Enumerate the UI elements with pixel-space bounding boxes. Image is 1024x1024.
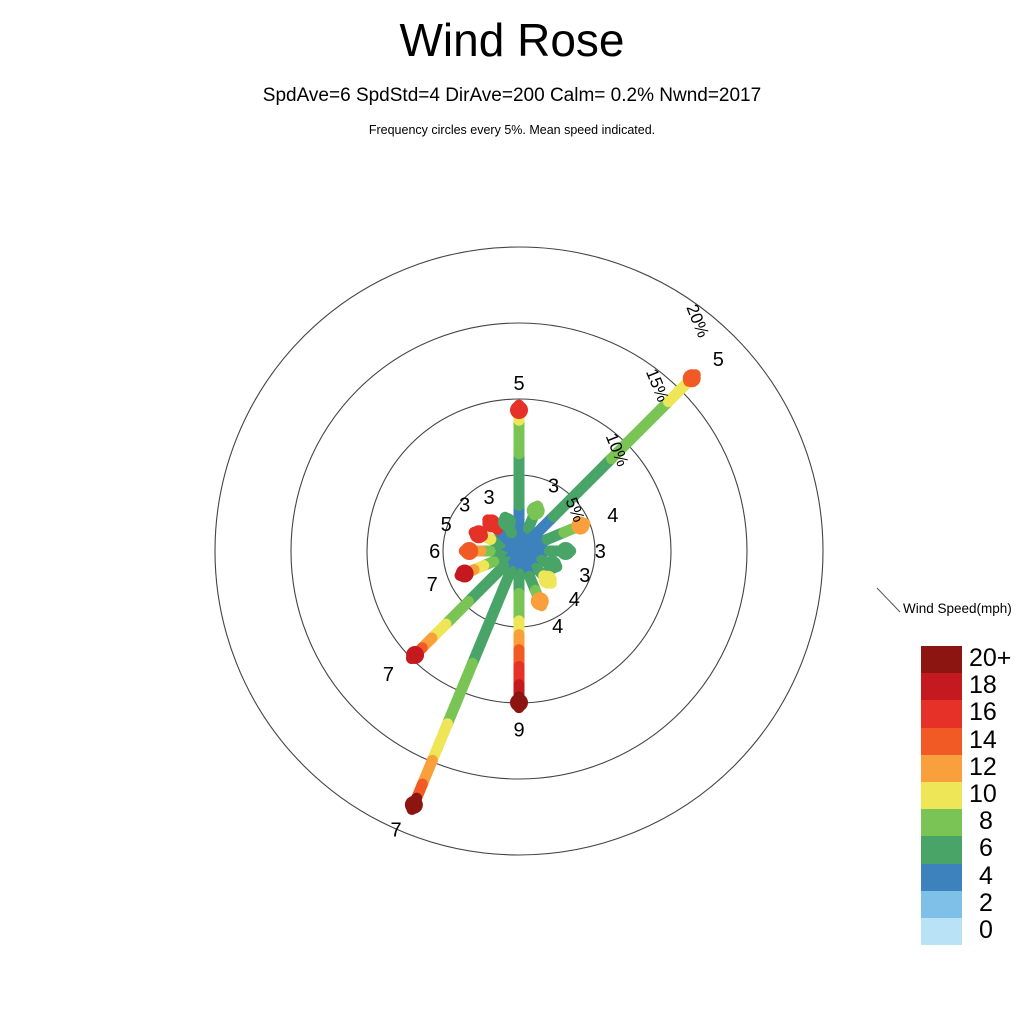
petal-mean-speed-label: 9 [513,720,524,742]
petal-mean-speed-label: 3 [483,487,494,509]
petal-segment [426,718,453,766]
legend-title: Wind Speed(mph) [903,601,1012,616]
legend-label: 4 [979,861,993,890]
petal-segment [462,560,510,608]
frequency-ring [214,246,824,856]
frequency-ring [290,322,748,780]
petal-mean-speed-label: 3 [579,565,590,587]
legend-label: 16 [969,698,997,727]
petal-tip [510,693,528,712]
petal-mean-speed-label: 5 [441,514,452,536]
petal-tip [404,795,423,814]
petal-segment [547,453,617,523]
wind-petals [404,369,701,815]
petal-tip [469,525,488,544]
legend-row[interactable]: 20+ [921,644,1011,674]
petal-tip [460,542,479,560]
legend-row[interactable]: 2 [921,889,993,918]
petal-mean-speed-label: 5 [513,373,524,395]
legend-color-chip [921,863,962,891]
legend-label: 0 [979,915,993,944]
petal-tip [497,512,516,531]
page-title: Wind Rose [399,14,625,66]
legend-row[interactable]: 12 [921,753,997,782]
petal-mean-speed-label: 4 [569,589,580,611]
chart-note: Frequency circles every 5%. Mean speed i… [368,123,656,137]
petal-tip [556,542,575,560]
petal-mean-speed-label: 4 [552,616,563,638]
ring-label: 15% [642,366,672,405]
legend-row[interactable]: 14 [921,726,997,755]
petal-tip [538,570,557,589]
legend-color-chip [921,809,962,837]
legend-label: 14 [969,725,997,754]
petal-tip [571,516,590,535]
petal-mean-speed-label: 7 [383,664,394,686]
legend-label: 20+ [969,644,1012,672]
petal-tip [510,401,528,420]
petal-mean-speed-label: 6 [429,541,440,563]
legend-color-chip [921,646,962,674]
legend-color-chip [921,754,962,782]
legend-row[interactable]: 8 [921,807,993,837]
petal-tip [406,645,425,664]
petal-mean-speed-label: 3 [548,476,559,498]
legend-color-chip [921,890,962,918]
petal-tip [682,369,701,388]
legend-color-chip [921,673,962,701]
ring-label: 20% [682,302,712,341]
legend-row[interactable]: 6 [921,834,993,864]
legend-label: 10 [969,779,997,808]
petal-segment [605,396,674,465]
legend-color-chip [921,781,962,810]
legend-leader-line [876,587,901,613]
petal-tip [530,592,549,611]
legend-label: 6 [979,834,993,863]
legend-label: 18 [969,671,997,700]
petal-tip [482,514,501,533]
petal-segment [441,657,478,730]
legend-label: 8 [979,807,993,836]
legend-row[interactable]: 18 [921,671,997,701]
legend-color-chip [921,700,962,728]
legend-row[interactable]: 16 [921,698,997,728]
legend-label: 12 [969,752,997,781]
petal-mean-speed-label: 5 [713,349,724,371]
petal-tip [543,555,562,574]
legend-color-chip [921,836,962,864]
legend-swatches: 20+ 18 16 14 12 10 8 6 4 2 0 [921,644,1011,946]
legend-color-chip [921,917,962,946]
legend-row[interactable]: 4 [921,862,993,891]
legend-row[interactable]: 10 [921,780,997,810]
legend-row[interactable]: 0 [921,916,993,946]
petal-mean-speed-label: 3 [459,494,470,516]
petal-segment [466,565,517,669]
legend-color-chip [921,727,962,755]
legend-label: 2 [979,888,993,917]
petal-tip [455,564,474,583]
petal-mean-speed-label: 7 [390,820,401,842]
petal-mean-speed-label: 3 [595,541,606,563]
petal-mean-speed-label: 4 [607,505,618,527]
stats-subtitle: SpdAve=6 SpdStd=4 DirAve=200 Calm= 0.2% … [262,85,762,106]
petal-tip [526,501,545,520]
petal-mean-speed-label: 7 [427,574,438,596]
